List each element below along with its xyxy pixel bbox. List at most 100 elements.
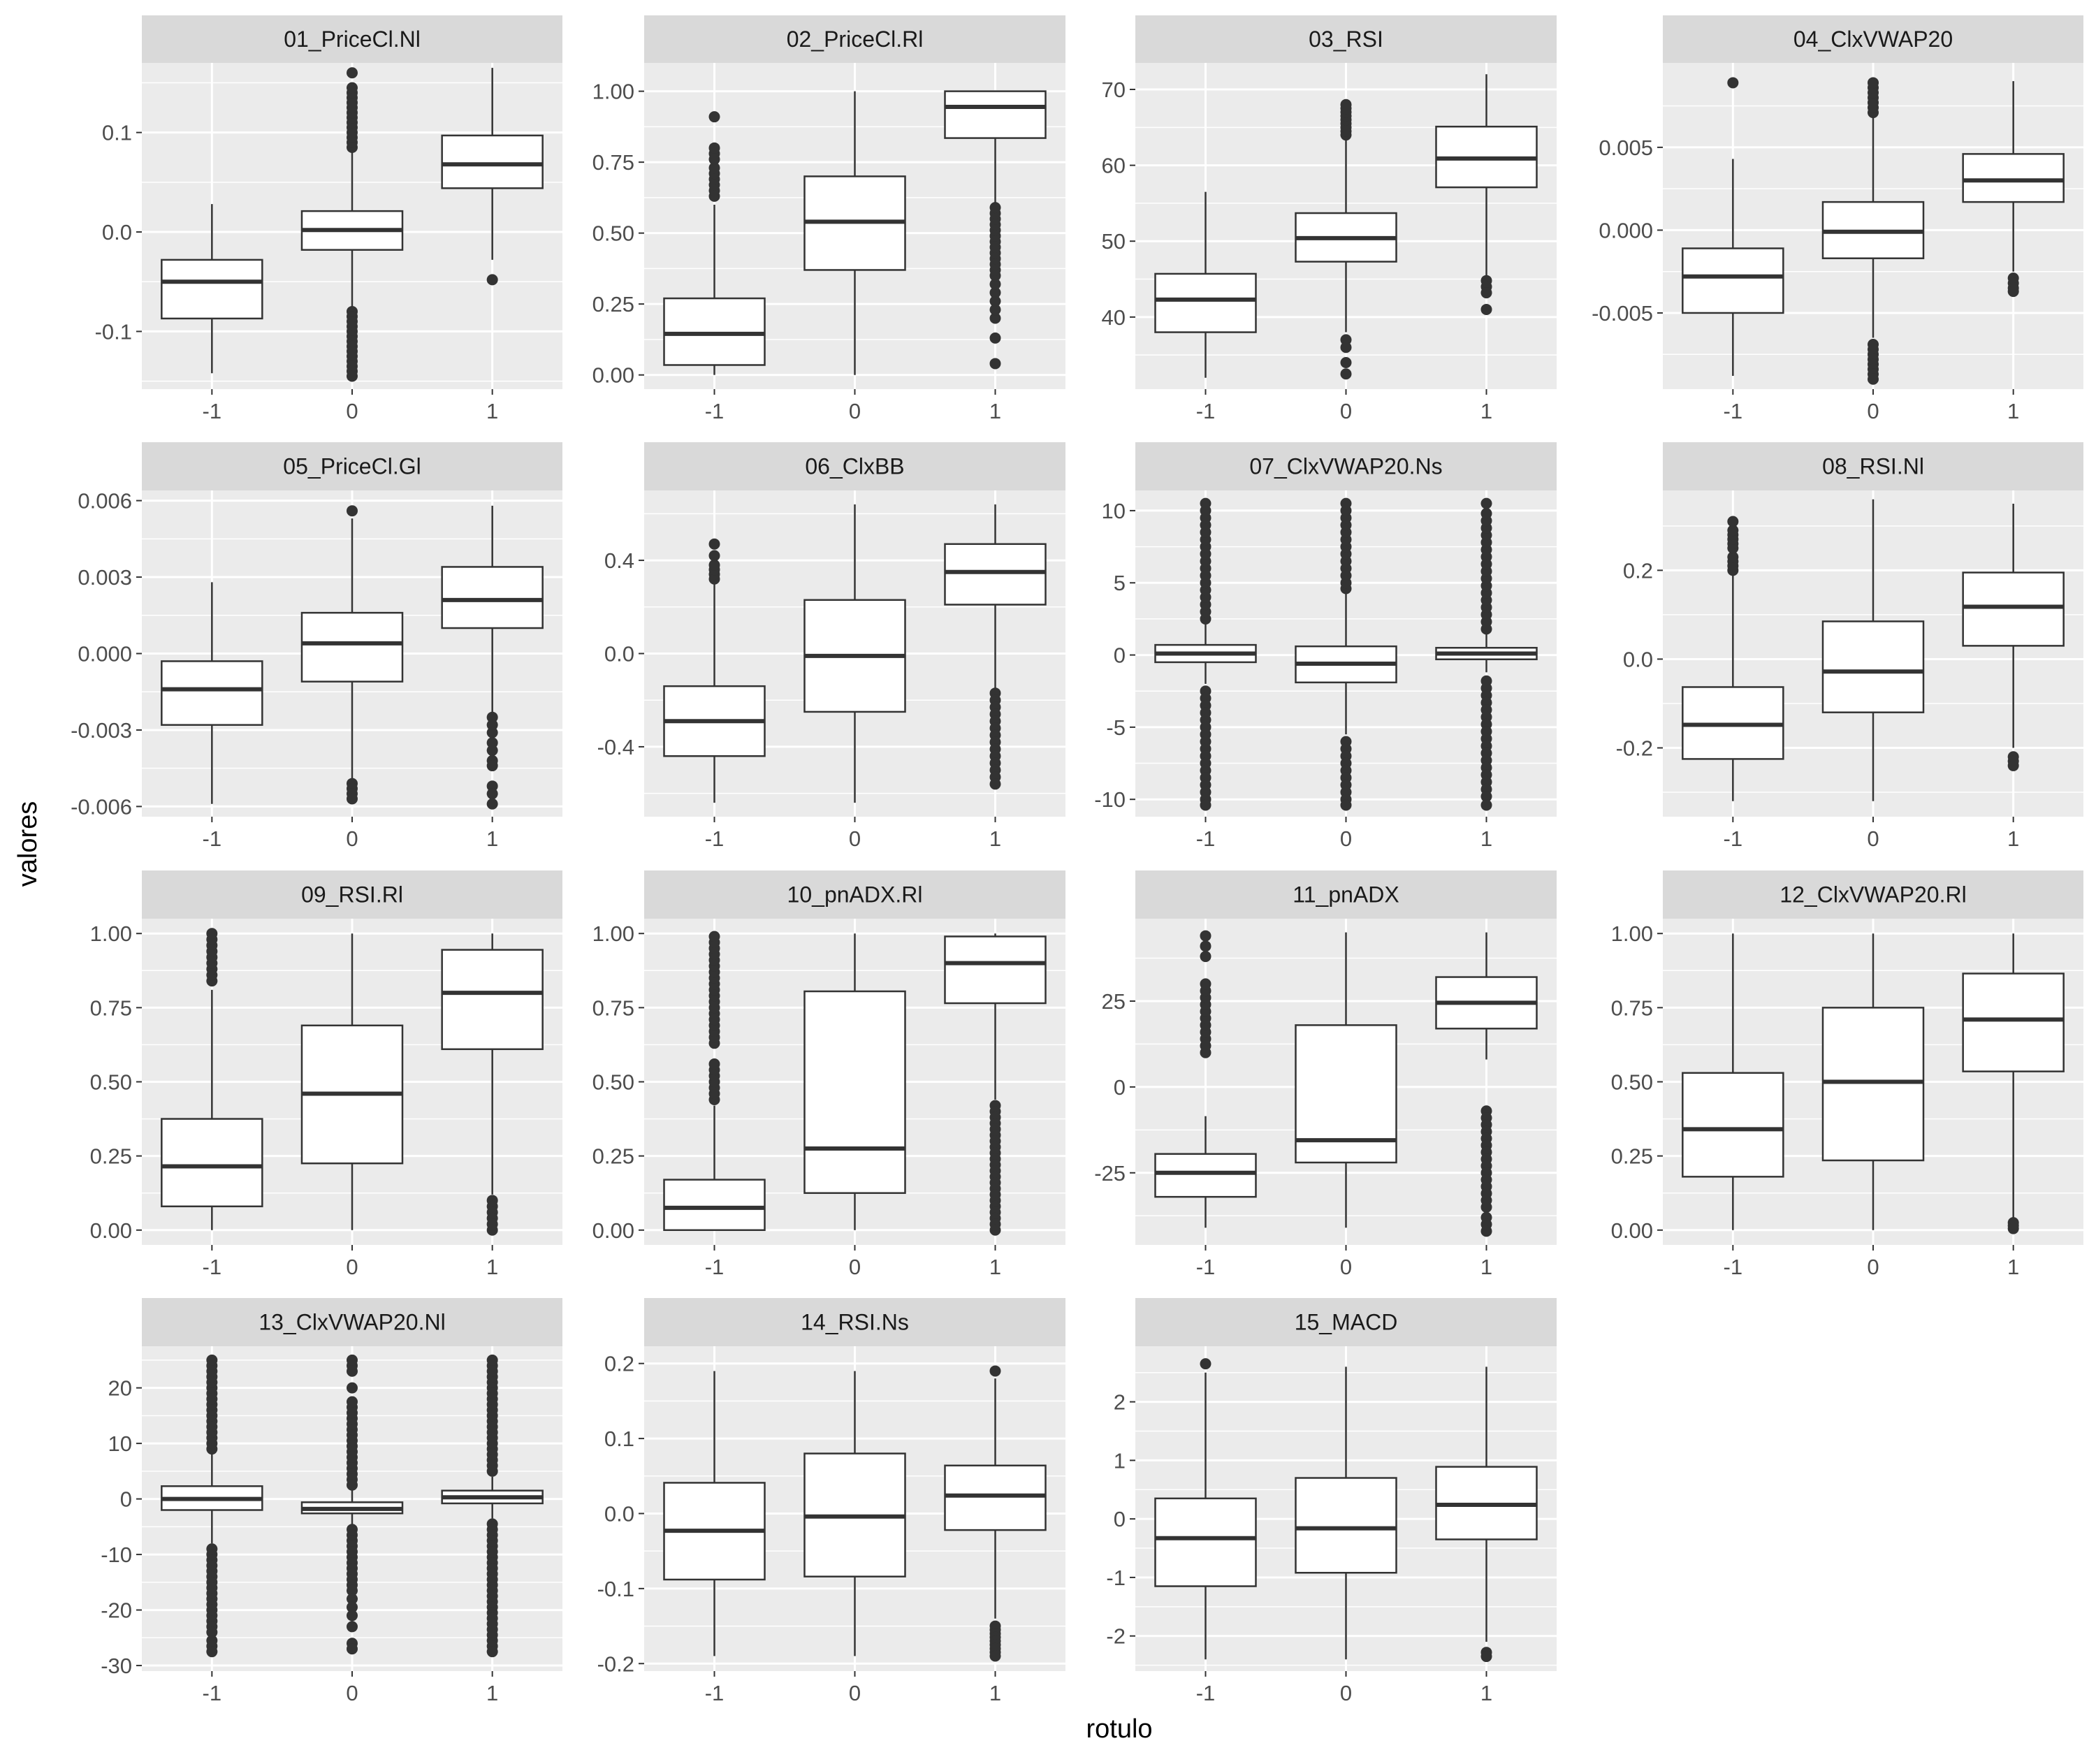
iqr-box	[161, 1118, 263, 1208]
iqr-box	[944, 90, 1047, 139]
x-tick-label: -1	[1196, 1681, 1216, 1705]
facet-panel-14: 14_RSI.Ns -0.2 -0.1 0.0 0.1 0.2 -1 0 1	[597, 1298, 1065, 1705]
outlier-point	[206, 928, 218, 940]
facet-title: 03_RSI	[1309, 27, 1383, 52]
x-tick-label: 0	[1867, 399, 1879, 423]
box-1	[441, 933, 544, 1236]
box-1	[441, 1354, 544, 1658]
iqr-box	[663, 1179, 766, 1232]
iqr-box	[1962, 153, 2065, 203]
outlier-point	[1868, 77, 1879, 89]
outlier-point	[486, 737, 498, 749]
outlier-point	[486, 780, 498, 792]
facet-strip	[644, 15, 1065, 63]
x-tick-label: 0	[346, 1255, 358, 1279]
outlier-point	[486, 798, 498, 810]
box--1	[1154, 497, 1257, 811]
outlier-point	[347, 1382, 358, 1394]
iqr-box	[1295, 1477, 1397, 1574]
box--1	[663, 538, 766, 803]
box-0	[1295, 99, 1397, 380]
outlier-point	[1480, 1201, 1492, 1213]
x-tick-label: -1	[1196, 1255, 1216, 1279]
outlier-point	[1480, 303, 1492, 315]
outlier-point	[1480, 1651, 1492, 1663]
facet-panel-10: 10_pnADX.Rl 0.00 0.25 0.50 0.75 1.00 -1 0 1	[592, 870, 1065, 1279]
iqr-box	[1821, 620, 1925, 713]
y-tick-label: -0.2	[597, 1652, 634, 1676]
x-tick-label: 1	[1480, 826, 1492, 851]
facet-title: 08_RSI.Nl	[1822, 454, 1924, 479]
box--1	[161, 204, 263, 374]
x-tick-label: 0	[849, 1681, 861, 1705]
facet-strip	[1135, 870, 1557, 919]
box-1	[1962, 81, 2065, 298]
x-tick-label: 0	[1867, 1255, 1879, 1279]
y-tick-label: 0.0	[604, 642, 634, 666]
box--1	[663, 931, 766, 1232]
x-tick-label: 1	[486, 399, 498, 423]
y-tick-label: 25	[1102, 989, 1126, 1014]
box-0	[300, 1354, 404, 1655]
outlier-point	[347, 1621, 358, 1633]
y-tick-label: -25	[1094, 1161, 1126, 1186]
facet-panel-6: 06_ClxBB -0.4 0.0 0.4 -1 0 1	[597, 442, 1065, 851]
iqr-box	[1154, 1153, 1257, 1198]
box--1	[161, 928, 263, 1230]
y-tick-label: 1.00	[592, 921, 634, 946]
box-1	[1435, 1366, 1538, 1663]
outlier-point	[1480, 1225, 1492, 1237]
outlier-point	[989, 296, 1001, 307]
facet-title: 06_ClxBB	[805, 454, 904, 479]
box-1	[441, 505, 544, 810]
y-tick-label: 0.00	[592, 1218, 634, 1243]
box-0	[803, 91, 906, 375]
box-0	[803, 504, 906, 803]
outlier-point	[486, 1646, 498, 1658]
y-tick-label: 60	[1102, 154, 1126, 178]
y-tick-label: 1.00	[1611, 921, 1653, 946]
facet-title: 05_PriceCl.Gl	[283, 454, 421, 479]
facet-title: 01_PriceCl.Nl	[284, 27, 421, 52]
y-tick-label: -0.006	[71, 794, 132, 819]
facet-panel-1: 01_PriceCl.Nl -0.1 0.0 0.1 -1 0 1	[95, 15, 562, 423]
outlier-point	[708, 550, 720, 562]
outlier-point	[1868, 373, 1879, 385]
box--1	[1682, 77, 1784, 377]
y-tick-label: 20	[108, 1376, 132, 1401]
outlier-point	[206, 1626, 218, 1638]
facet-strip	[1135, 15, 1557, 63]
facet-title: 10_pnADX.Rl	[787, 882, 923, 907]
y-tick-label: 70	[1102, 78, 1126, 102]
facet-strip	[142, 442, 562, 490]
outlier-point	[708, 559, 720, 571]
facet-strip	[1663, 442, 2083, 490]
box-0	[300, 505, 404, 805]
y-tick-label: -10	[1094, 787, 1126, 812]
y-tick-label: 1	[1114, 1448, 1126, 1473]
facet-title: 12_ClxVWAP20.Rl	[1780, 882, 1966, 907]
y-tick-label: 0.4	[604, 548, 634, 573]
facet-strip	[644, 870, 1065, 919]
outlier-point	[347, 1601, 358, 1613]
facet-strip	[1663, 870, 2083, 919]
outlier-point	[989, 1224, 1001, 1236]
outlier-point	[347, 1643, 358, 1655]
y-tick-label: 0.000	[78, 642, 132, 666]
iqr-box	[300, 611, 404, 683]
y-tick-label: -0.4	[597, 735, 634, 759]
outlier-point	[708, 162, 720, 174]
outlier-point	[1727, 516, 1739, 527]
y-tick-label: -0.005	[1592, 301, 1653, 326]
outlier-point	[2007, 286, 2019, 298]
box-0	[1295, 497, 1397, 811]
x-tick-label: -1	[1724, 1255, 1743, 1279]
y-tick-label: 0.75	[592, 150, 634, 175]
y-tick-label: -1	[1106, 1566, 1126, 1590]
y-tick-label: 0.1	[102, 121, 132, 145]
facet-strip	[142, 870, 562, 919]
outlier-point	[1200, 978, 1211, 990]
facet-title: 07_ClxVWAP20.Ns	[1249, 454, 1442, 479]
x-tick-label: 0	[1340, 399, 1352, 423]
x-tick-label: 1	[1480, 1681, 1492, 1705]
